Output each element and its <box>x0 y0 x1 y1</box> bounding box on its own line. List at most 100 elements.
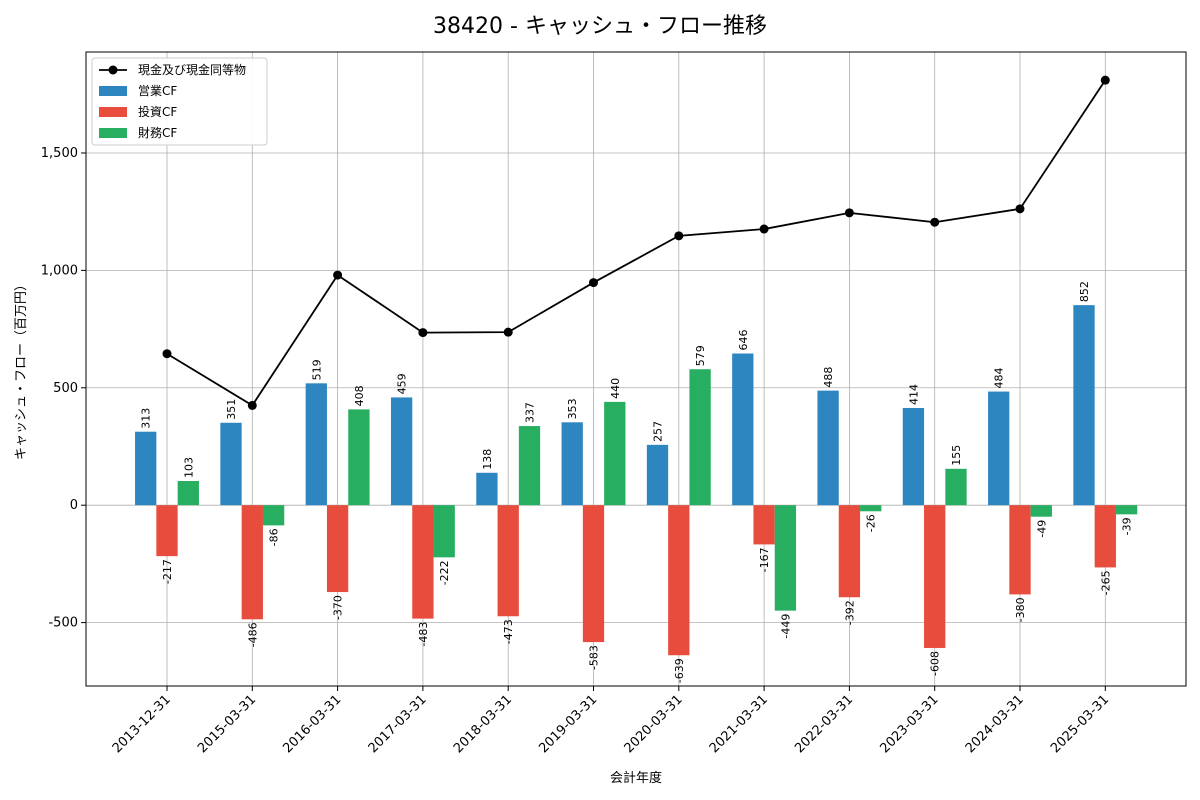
bar-2 <box>860 505 882 512</box>
bar-1 <box>1094 505 1116 568</box>
bar-value-label: 257 <box>652 421 665 442</box>
bar-value-label: 351 <box>225 399 238 420</box>
plot-frame <box>85 51 1187 687</box>
bar-value-label: -370 <box>332 595 345 620</box>
legend-box <box>91 57 268 146</box>
cash-point <box>162 349 172 359</box>
bar-value-label: -217 <box>161 559 174 584</box>
bar-0 <box>646 444 669 506</box>
y-tick-label: 1,000 <box>41 263 78 278</box>
bar-value-label: 488 <box>822 367 835 388</box>
bar-2 <box>774 505 797 611</box>
bar-value-label: 103 <box>182 457 195 478</box>
legend-swatch <box>99 128 127 138</box>
bar-1 <box>668 505 690 656</box>
bar-value-label: 313 <box>140 408 153 429</box>
bar-0 <box>476 472 498 506</box>
cash-line <box>166 79 1107 407</box>
cash-point <box>333 270 343 280</box>
y-axis-label: キャッシュ・フロー（百万円） <box>14 278 29 460</box>
bar-0 <box>902 407 925 506</box>
bar-1 <box>582 505 605 643</box>
cash-point <box>674 231 684 241</box>
x-tick-label: 2024-03-31 <box>963 692 1027 756</box>
x-tick-label: 2016-03-31 <box>280 692 344 756</box>
y-tick-label: 500 <box>53 381 78 396</box>
bar-value-label: 579 <box>694 345 707 366</box>
bar-1 <box>497 505 519 617</box>
bar-2 <box>518 426 541 506</box>
cash-point <box>418 328 428 338</box>
bar-value-label: -583 <box>588 645 601 670</box>
bar-value-label: 484 <box>993 368 1006 389</box>
legend-swatch <box>99 107 127 117</box>
x-tick-label: 2013-12-31 <box>110 692 174 756</box>
bar-2 <box>689 369 711 506</box>
bar-1 <box>241 505 263 620</box>
cash-point <box>930 217 940 227</box>
bar-value-label: 337 <box>524 402 537 423</box>
bar-0 <box>561 422 583 506</box>
bar-2 <box>348 409 370 506</box>
bar-value-label: 414 <box>907 384 920 405</box>
bar-value-label: -639 <box>673 658 686 683</box>
bar-2 <box>604 401 626 506</box>
bar-value-label: -26 <box>865 514 878 532</box>
bar-1 <box>924 505 946 648</box>
bar-2 <box>433 505 455 558</box>
bar-series <box>135 305 1138 656</box>
bar-value-label: -265 <box>1099 570 1112 595</box>
bar-value-label: -449 <box>779 614 792 639</box>
bar-value-label: -86 <box>268 528 281 546</box>
y-tick-label: 0 <box>70 498 78 513</box>
cash-point <box>247 400 257 410</box>
bar-0 <box>732 353 754 506</box>
x-tick-label: 2022-03-31 <box>792 692 856 756</box>
y-tick-label: 1,500 <box>41 146 78 161</box>
bar-0 <box>1073 305 1095 506</box>
bar-0 <box>135 431 157 506</box>
x-tick-label: 2017-03-31 <box>366 692 430 756</box>
x-tick-label: 2020-03-31 <box>622 692 686 756</box>
cash-point <box>1100 75 1110 85</box>
bar-1 <box>412 505 434 619</box>
bar-1 <box>753 505 775 545</box>
bar-value-label: 408 <box>353 385 366 406</box>
bar-value-label: 440 <box>609 378 622 399</box>
bar-2 <box>1115 505 1138 515</box>
cash-point <box>759 224 769 234</box>
cash-point <box>589 278 598 288</box>
bar-2 <box>177 481 199 506</box>
bar-value-label: -483 <box>417 622 430 647</box>
bar-1 <box>156 505 178 557</box>
bar-2 <box>262 505 285 526</box>
x-tick-label: 2023-03-31 <box>877 692 941 756</box>
bar-value-label: -608 <box>929 651 942 676</box>
bar-0 <box>390 397 413 506</box>
y-axis: -500 0 500 1,000 1,500 <box>41 146 86 631</box>
x-axis-label: 会計年度 <box>610 770 662 786</box>
legend-label: 営業CF <box>138 84 177 98</box>
cash-point <box>1015 204 1025 214</box>
cash-point <box>844 208 854 218</box>
x-tick-label: 2015-03-31 <box>195 692 259 756</box>
bar-2 <box>1030 505 1052 517</box>
bar-0 <box>988 391 1010 506</box>
bar-2 <box>945 468 967 506</box>
bar-value-label: 852 <box>1078 281 1091 302</box>
bar-value-label: 459 <box>396 373 409 394</box>
bar-value-label: 353 <box>566 398 579 419</box>
bar-value-label: 519 <box>310 359 323 380</box>
bar-0 <box>817 390 839 506</box>
y-tick-label: -500 <box>48 616 78 631</box>
bar-value-label: -473 <box>502 619 515 644</box>
legend-label: 投資CF <box>138 104 177 119</box>
bar-value-label: -486 <box>246 622 259 647</box>
x-tick-label: 2018-03-31 <box>451 692 515 756</box>
bar-1 <box>326 505 349 593</box>
legend-swatch <box>99 86 127 96</box>
bar-value-label: -49 <box>1035 520 1048 538</box>
x-axis: 2013-12-31 2015-03-31 2016-03-31 2017-03-31… <box>110 686 1112 756</box>
